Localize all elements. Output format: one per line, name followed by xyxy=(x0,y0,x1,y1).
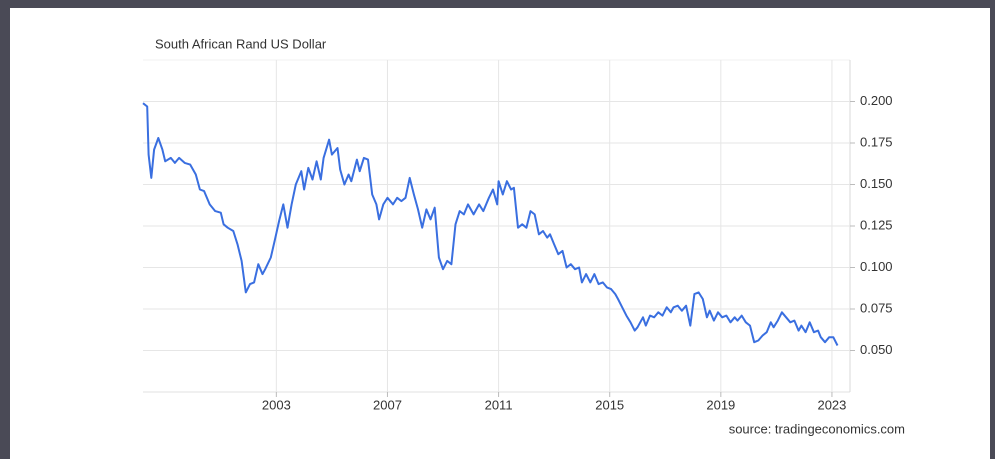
x-tick-label: 2003 xyxy=(262,397,291,412)
y-tick-label: 0.125 xyxy=(860,217,893,232)
chart-title: South African Rand US Dollar xyxy=(155,36,327,51)
x-tick-label: 2011 xyxy=(485,397,513,412)
y-tick-label: 0.200 xyxy=(860,93,893,108)
price-line xyxy=(142,102,839,346)
y-tick-label: 0.050 xyxy=(860,342,893,357)
source-note: source: tradingeconomics.com xyxy=(729,421,905,436)
y-tick-label: 0.100 xyxy=(860,259,893,274)
y-tick-label: 0.150 xyxy=(860,176,893,191)
y-tick-label: 0.075 xyxy=(860,300,893,315)
frame xyxy=(10,8,990,459)
x-tick-label: 2023 xyxy=(817,397,846,412)
y-tick-label: 0.175 xyxy=(860,134,893,149)
x-tick-label: 2015 xyxy=(595,397,624,412)
x-tick-label: 2007 xyxy=(373,397,402,412)
x-tick-label: 2019 xyxy=(706,397,735,412)
